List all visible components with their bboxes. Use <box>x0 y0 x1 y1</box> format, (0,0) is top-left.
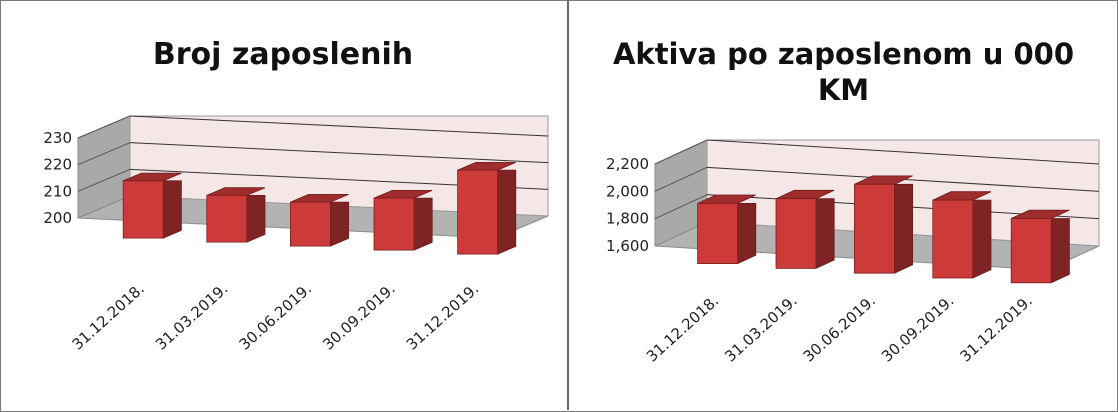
x-tick-label: 30.06.2019. <box>800 292 879 366</box>
chart-panel-assets-per-employee: Aktiva po zaposlenom u 000 KM 1,600 1,800… <box>567 0 1118 410</box>
bar <box>775 189 835 270</box>
y-tick-label: 2,200 <box>606 155 649 173</box>
bar <box>853 175 914 274</box>
bar-front <box>206 195 248 243</box>
gridline-side <box>654 166 708 192</box>
chart-assets-per-employee: 1,600 1,800 2,000 2,200 31.12.2018.31.03.201… <box>606 139 1100 366</box>
chart-title: Aktiva po zaposlenom u 000 KM <box>612 37 1075 108</box>
chart-panel-employees: Broj zaposlenih 200 210 220 230 31.12.2018. 3… <box>43 37 549 354</box>
bar-side <box>972 199 992 279</box>
bar-side <box>893 183 914 274</box>
bar-front <box>1010 218 1052 284</box>
bar <box>1010 209 1070 284</box>
chart-title: Broj zaposlenih <box>152 37 414 72</box>
y-tick-label: 1,600 <box>606 237 649 255</box>
y-tick-label: 230 <box>43 129 72 147</box>
gridline <box>706 139 1100 165</box>
x-tick-label: 31.03.2019. <box>721 292 800 366</box>
x-tick-label: 31.12.2018. <box>643 292 722 366</box>
bar-side <box>162 180 182 239</box>
bar-side <box>246 194 266 243</box>
bar <box>373 189 433 251</box>
y-tick-label: 210 <box>43 182 72 200</box>
y-tick-label: 2,000 <box>606 182 649 200</box>
bar <box>289 193 350 247</box>
chart-employees: 200 210 220 230 31.12.2018. 31.03.2019. 30.06.… <box>43 115 549 354</box>
gridline-side <box>654 139 708 165</box>
bar-side <box>1050 218 1070 284</box>
bar-front <box>853 183 895 274</box>
x-tick-label: 31.03.2019. <box>152 280 231 354</box>
x-tick-label: 31.12.2018. <box>68 280 147 354</box>
x-tick-label: 31.12.2019. <box>956 292 1035 366</box>
bar-side <box>737 202 757 265</box>
bar-front <box>697 203 739 265</box>
x-tick-label: 30.09.2019. <box>319 280 398 354</box>
bar-front <box>932 199 974 279</box>
x-tick-label: 31.12.2019. <box>403 280 482 354</box>
gridline <box>129 115 549 137</box>
bar-front <box>122 180 164 239</box>
bar <box>122 172 182 239</box>
bar-front <box>289 201 331 247</box>
bar <box>457 161 517 255</box>
bar <box>932 191 992 279</box>
y-tick-label: 200 <box>43 209 72 227</box>
bar-side <box>497 169 517 255</box>
bar-front <box>457 169 499 255</box>
y-tick-label: 1,800 <box>606 210 649 228</box>
x-tick-label: 30.06.2019. <box>236 280 315 354</box>
bar-side <box>815 198 835 270</box>
bar-front <box>775 198 817 269</box>
bar-front <box>373 197 415 251</box>
gridline-side <box>654 194 708 220</box>
gridline <box>129 142 549 164</box>
bar-side <box>413 197 433 251</box>
bar-side <box>329 201 350 247</box>
gridline-side <box>77 142 131 166</box>
y-tick-label: 220 <box>43 156 72 174</box>
bar <box>697 194 757 265</box>
gridline-side <box>77 115 131 139</box>
gridline-side <box>77 168 131 192</box>
x-tick-label: 30.09.2019. <box>878 292 957 366</box>
bar <box>206 187 266 243</box>
